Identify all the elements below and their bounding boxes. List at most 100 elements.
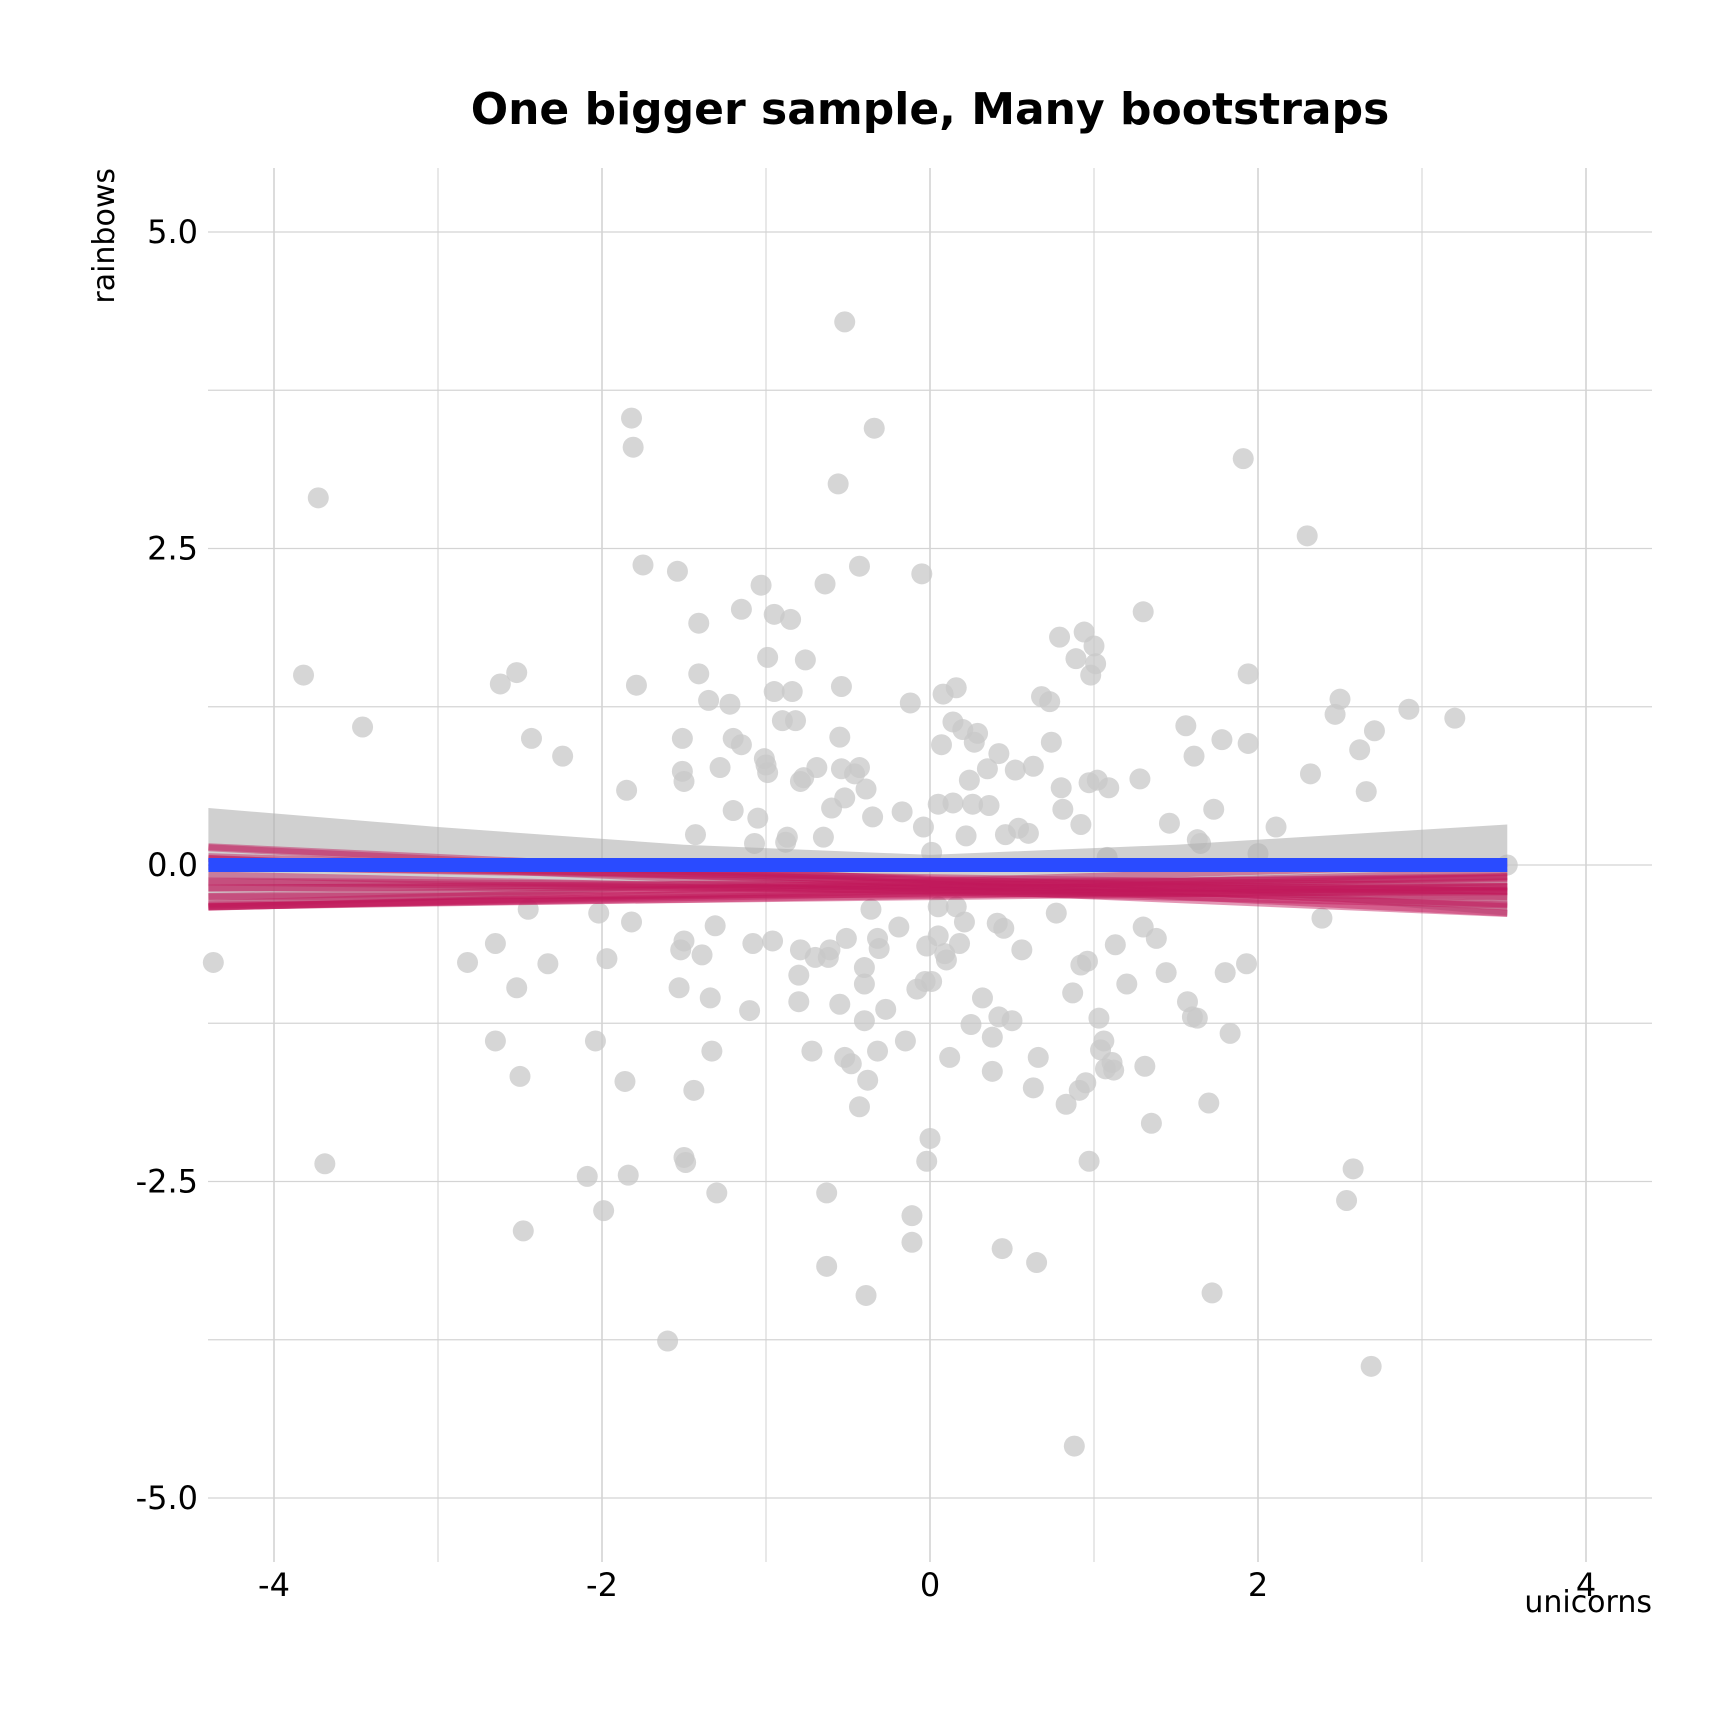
data-point [801, 1040, 823, 1062]
data-point [588, 902, 610, 924]
data-point [780, 608, 802, 630]
data-point [552, 745, 574, 767]
data-point [621, 407, 643, 429]
y-tick-label: 2.5 [147, 530, 198, 568]
data-point [506, 662, 528, 684]
bootstrap-line [208, 878, 1508, 901]
data-point [899, 692, 921, 714]
data-point [1132, 601, 1154, 623]
data-point [991, 1238, 1013, 1260]
data-point [976, 758, 998, 780]
data-point [1296, 525, 1318, 547]
data-point [988, 743, 1010, 765]
data-point [930, 734, 952, 756]
data-point [1026, 1252, 1048, 1274]
data-point [1076, 950, 1098, 972]
data-point [1175, 715, 1197, 737]
data-point [927, 896, 949, 918]
data-point [1052, 798, 1074, 820]
data-point [673, 930, 695, 952]
data-point [916, 1150, 938, 1172]
data-point [1065, 648, 1087, 670]
bootstrap-line [208, 874, 1508, 892]
y-tick-label: 0.0 [147, 846, 198, 884]
data-point [776, 826, 798, 848]
data-point [512, 1220, 534, 1242]
data-point [719, 693, 741, 715]
data-point [757, 646, 779, 668]
data-point [949, 932, 971, 954]
data-point [860, 898, 882, 920]
data-point [894, 1030, 916, 1052]
data-point [750, 574, 772, 596]
data-point [840, 1053, 862, 1075]
data-point [816, 1182, 838, 1204]
data-point [616, 779, 638, 801]
x-tick-label: 4 [1576, 1566, 1596, 1604]
data-point [830, 675, 852, 697]
data-point [757, 762, 779, 784]
data-point [853, 973, 875, 995]
data-point [632, 554, 654, 576]
data-point [657, 1330, 679, 1352]
data-point [834, 787, 856, 809]
data-point [867, 1040, 889, 1062]
data-point [939, 1046, 961, 1068]
data-point [537, 953, 559, 975]
data-point [1140, 1112, 1162, 1134]
data-point [684, 824, 706, 846]
data-point [1265, 816, 1287, 838]
data-point [848, 1096, 870, 1118]
x-tick-label: -4 [258, 1566, 290, 1604]
data-point [1103, 1059, 1125, 1081]
data-point [855, 1284, 877, 1306]
data-point [785, 710, 807, 732]
data-point [314, 1153, 336, 1175]
data-point [967, 722, 989, 744]
data-point [1004, 759, 1026, 781]
data-point [617, 1164, 639, 1186]
data-point [1363, 720, 1385, 742]
data-point [1050, 777, 1072, 799]
data-point [668, 977, 690, 999]
data-point [673, 770, 695, 792]
data-point [1211, 729, 1233, 751]
data-point [1017, 822, 1039, 844]
data-point [614, 1070, 636, 1092]
data-point [739, 1000, 761, 1022]
data-point [1011, 939, 1033, 961]
data-point [293, 664, 315, 686]
data-point [683, 1079, 705, 1101]
data-point [935, 949, 957, 971]
data-point [730, 734, 752, 756]
data-point [868, 938, 890, 960]
data-point [1027, 1046, 1049, 1068]
data-point [763, 681, 785, 703]
data-point [621, 911, 643, 933]
chart-title: One bigger sample, Many bootstraps [471, 84, 1390, 135]
data-point [1070, 813, 1092, 835]
data-point [747, 807, 769, 829]
data-point [919, 1127, 941, 1149]
data-point [835, 927, 857, 949]
data-point [1186, 1007, 1208, 1029]
data-point [901, 1205, 923, 1227]
data-point [622, 436, 644, 458]
data-point [709, 757, 731, 779]
data-point [671, 727, 693, 749]
data-point [701, 1040, 723, 1062]
data-point [978, 794, 1000, 816]
data-point [848, 555, 870, 577]
bootstrap-line [208, 886, 1508, 909]
data-point [1219, 1022, 1241, 1044]
data-point [688, 612, 710, 634]
data-point [1001, 1010, 1023, 1032]
data-point [1299, 763, 1321, 785]
data-point [584, 1030, 606, 1052]
bootstrap-line [208, 888, 1508, 901]
data-point [812, 826, 834, 848]
data-point [1183, 745, 1205, 767]
data-point [827, 473, 849, 495]
data-point [971, 987, 993, 1009]
data-point [960, 1014, 982, 1036]
